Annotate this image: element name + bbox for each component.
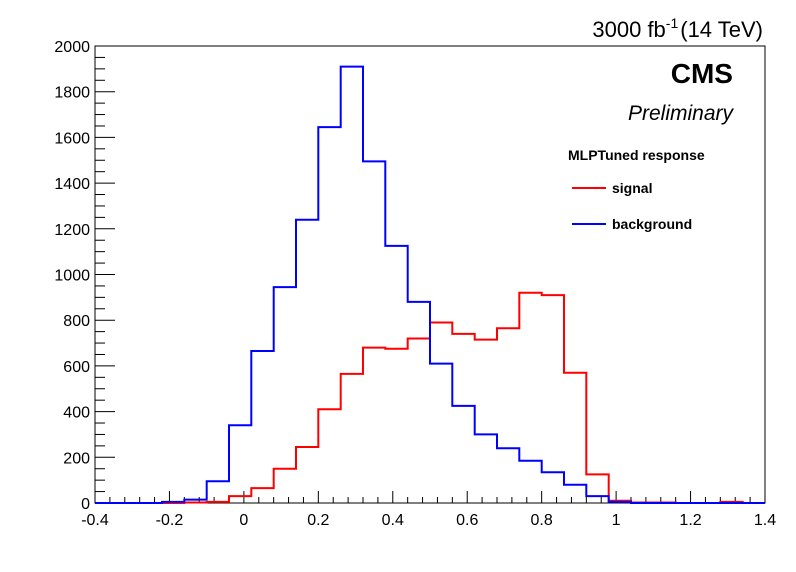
x-tick-label: 1.2 bbox=[679, 512, 701, 529]
lumi-label: 3000 fb-1(14 TeV) bbox=[592, 15, 763, 42]
y-tick-label: 1200 bbox=[54, 222, 90, 239]
x-tick-label: 0 bbox=[239, 512, 248, 529]
legend-title: MLPTuned response bbox=[568, 147, 705, 163]
y-tick-label: 800 bbox=[63, 313, 90, 330]
cms-label: CMS bbox=[671, 58, 733, 89]
y-tick-label: 400 bbox=[63, 405, 90, 422]
series-layer bbox=[95, 65, 765, 504]
x-tick-label: 1 bbox=[612, 512, 621, 529]
x-tick-label: 0.4 bbox=[382, 512, 404, 529]
energy-text: (14 TeV) bbox=[680, 17, 763, 42]
x-tick-label: 0.8 bbox=[531, 512, 553, 529]
x-tick-label: -0.2 bbox=[156, 512, 184, 529]
lumi-text: 3000 fb bbox=[592, 17, 665, 42]
x-axis-ticks: -0.4 -0.2 0 0.2 0.4 0.6 0.8 1 1.2 1.4 bbox=[81, 491, 776, 529]
y-axis-ticks: 0 200 400 600 800 1000 1200 1400 1600 1800 2000 bbox=[54, 39, 115, 513]
x-tick-label: -0.4 bbox=[81, 512, 109, 529]
y-tick-label: 0 bbox=[81, 496, 90, 513]
y-tick-label: 1400 bbox=[54, 176, 90, 193]
y-tick-label: 2000 bbox=[54, 39, 90, 56]
y-tick-label: 200 bbox=[63, 450, 90, 467]
y-tick-label: 600 bbox=[63, 359, 90, 376]
lumi-exponent: -1 bbox=[666, 15, 679, 31]
background-histogram bbox=[95, 65, 765, 504]
y-tick-label: 1600 bbox=[54, 130, 90, 147]
legend-items: signal background bbox=[572, 180, 692, 232]
x-tick-label: 0.2 bbox=[307, 512, 329, 529]
y-tick-label: 1800 bbox=[54, 85, 90, 102]
x-tick-label: 1.4 bbox=[754, 512, 776, 529]
legend-label-background: background bbox=[612, 216, 692, 232]
y-tick-label: 1000 bbox=[54, 268, 90, 285]
cms-sublabel: Preliminary bbox=[628, 102, 735, 125]
legend-label-signal: signal bbox=[612, 180, 652, 196]
x-tick-label: 0.6 bbox=[456, 512, 478, 529]
